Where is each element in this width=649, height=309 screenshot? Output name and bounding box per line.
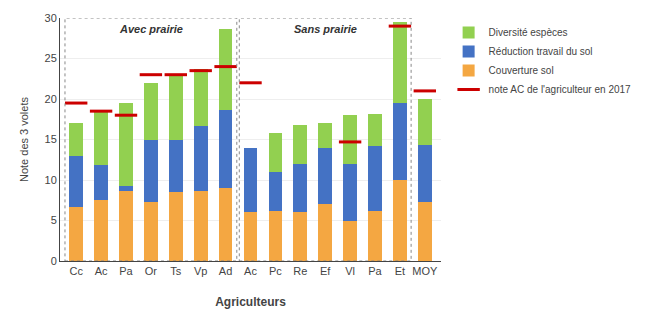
svg-text:Ef: Ef (320, 265, 331, 277)
svg-text:Ac: Ac (244, 265, 257, 277)
svg-text:20: 20 (45, 93, 57, 105)
svg-text:25: 25 (45, 52, 57, 64)
svg-text:Pa: Pa (119, 265, 133, 277)
svg-text:Avec prairie: Avec prairie (119, 23, 183, 35)
svg-text:Agriculteurs: Agriculteurs (215, 295, 286, 309)
svg-text:Pc: Pc (269, 265, 282, 277)
svg-text:MOY: MOY (412, 265, 438, 277)
svg-text:Cc: Cc (69, 265, 83, 277)
svg-text:Note des 3 volets: Note des 3 volets (18, 97, 30, 182)
svg-text:note AC de l'agriculteur en 20: note AC de l'agriculteur en 2017 (489, 84, 631, 95)
svg-text:Vp: Vp (194, 265, 207, 277)
svg-text:Or: Or (145, 265, 158, 277)
svg-text:0: 0 (51, 255, 57, 267)
svg-text:Ac: Ac (95, 265, 108, 277)
svg-text:5: 5 (51, 214, 57, 226)
svg-text:Réduction travail du sol: Réduction travail du sol (489, 46, 593, 57)
svg-text:10: 10 (45, 174, 57, 186)
svg-text:Diversité espèces: Diversité espèces (489, 27, 568, 38)
svg-text:30: 30 (45, 12, 57, 24)
svg-text:Re: Re (293, 265, 307, 277)
svg-text:Ts: Ts (170, 265, 182, 277)
svg-text:Sans prairie: Sans prairie (294, 23, 357, 35)
svg-text:15: 15 (45, 133, 57, 145)
svg-text:Et: Et (395, 265, 405, 277)
svg-text:Couverture sol: Couverture sol (489, 65, 554, 76)
svg-text:Pa: Pa (368, 265, 382, 277)
svg-text:Ad: Ad (219, 265, 232, 277)
svg-text:Vl: Vl (345, 265, 355, 277)
